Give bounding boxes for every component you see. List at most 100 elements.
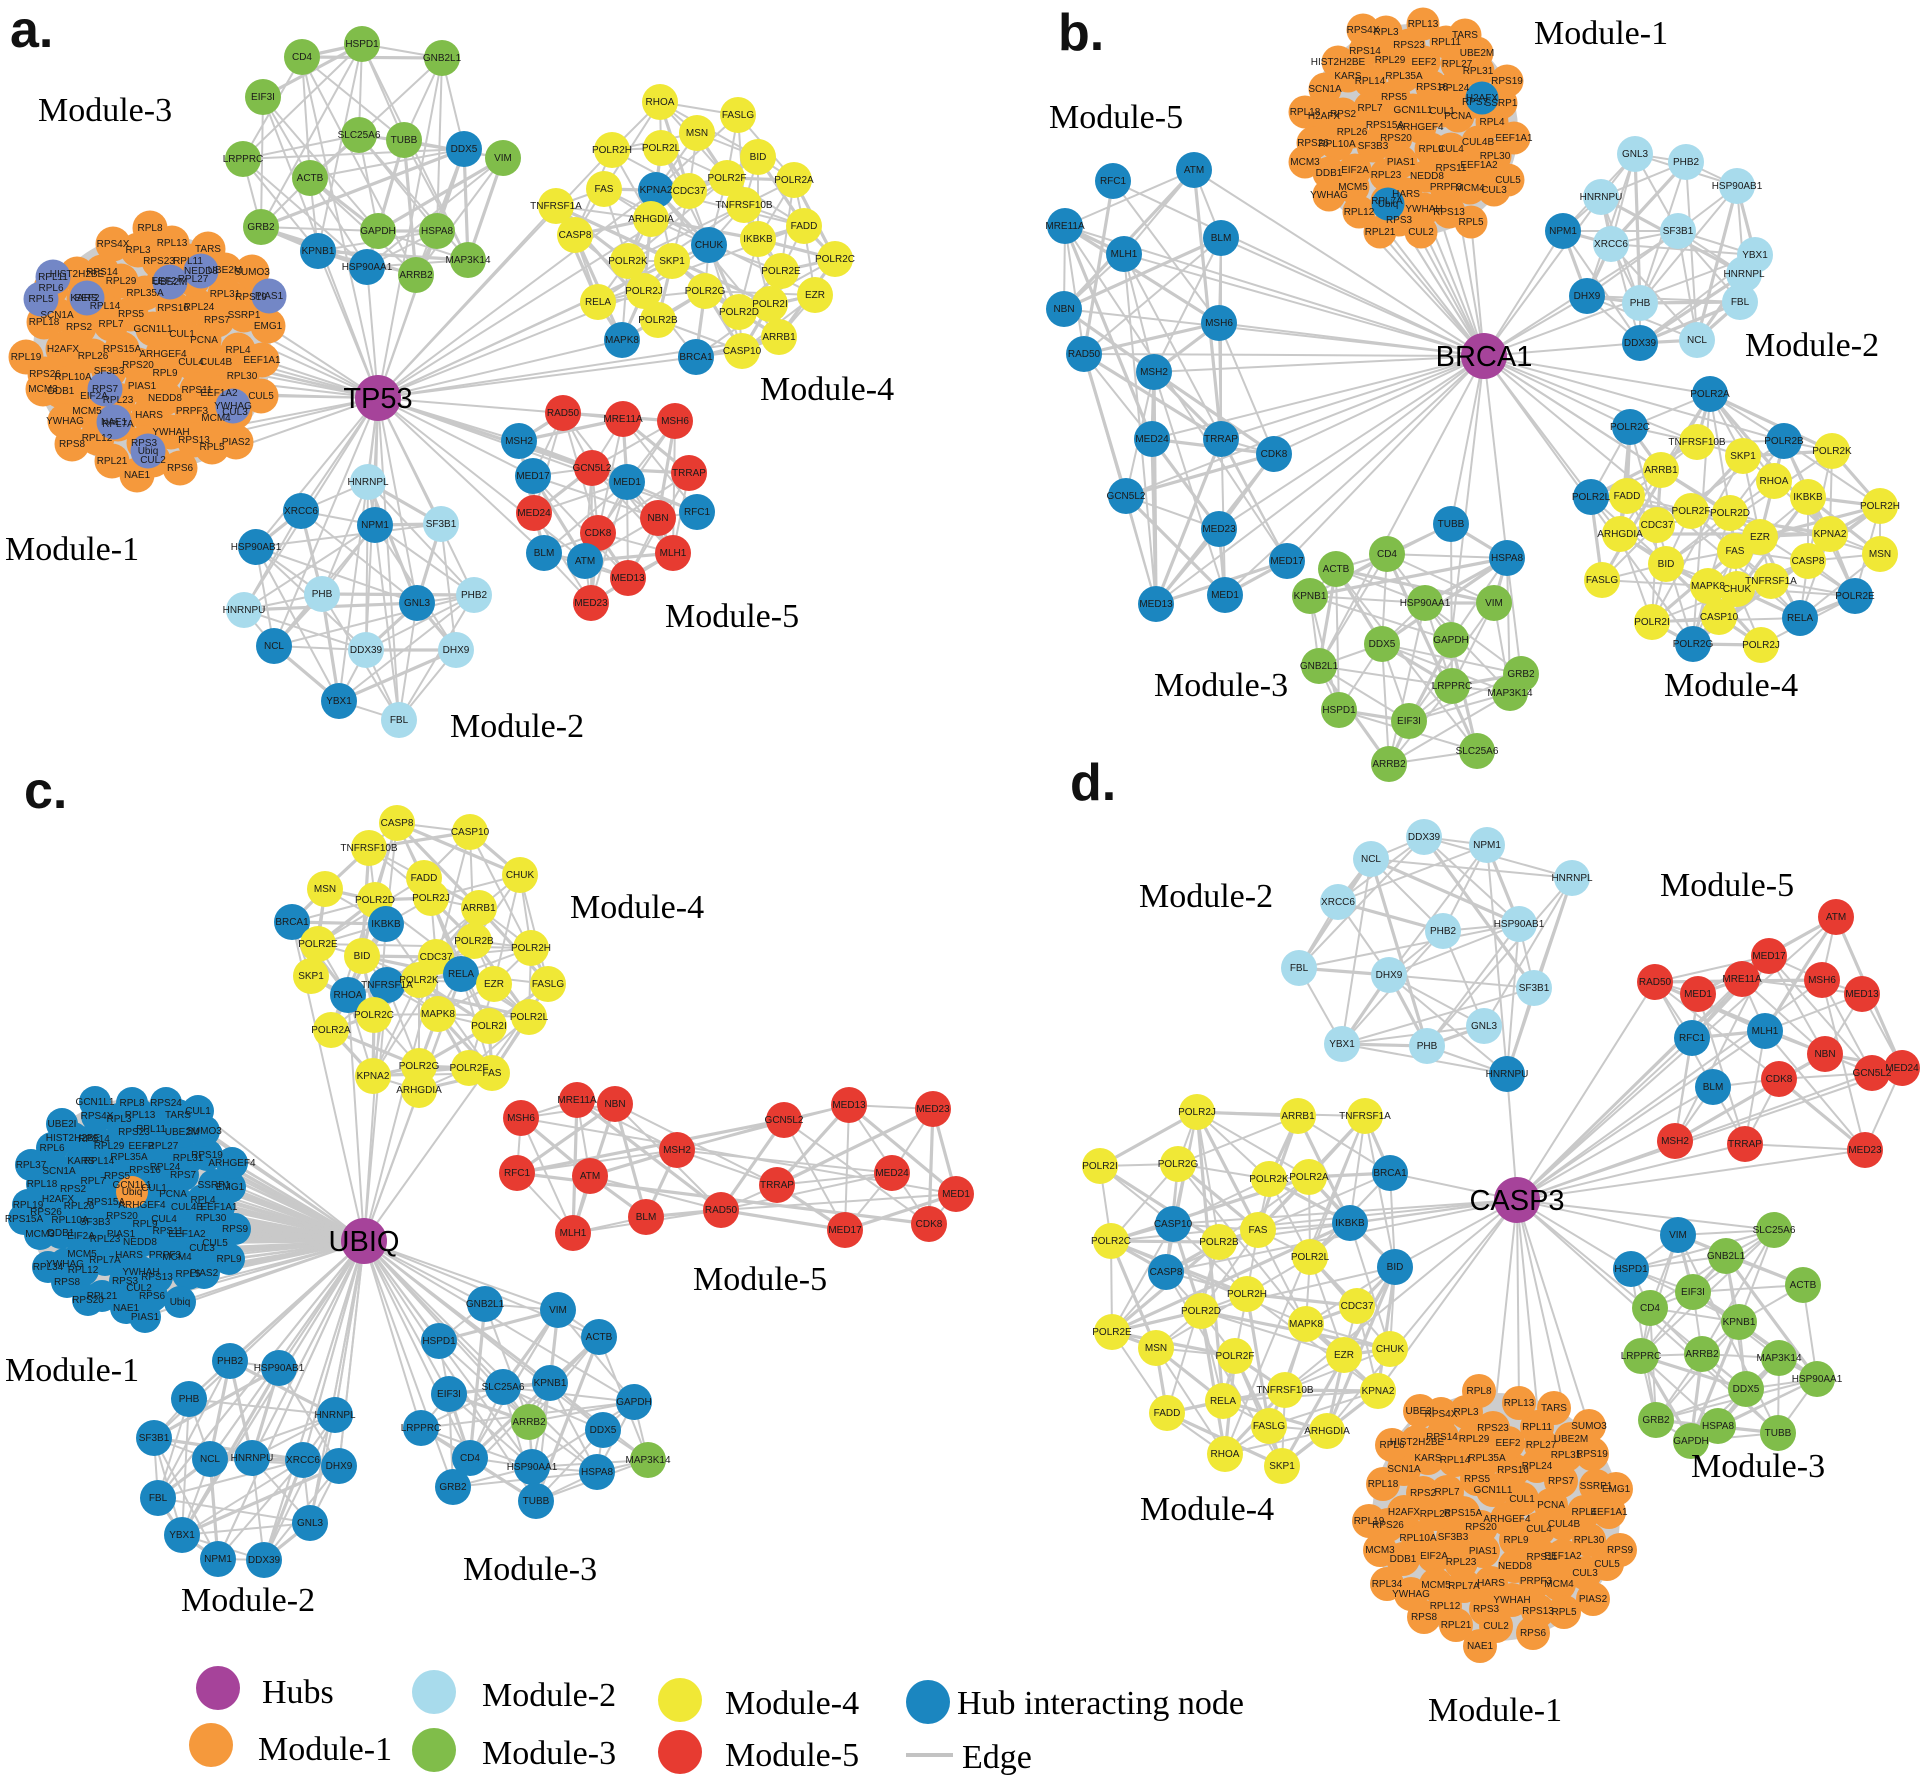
svg-text:POLR2E: POLR2E <box>1835 591 1875 602</box>
svg-text:POLR2I: POLR2I <box>471 1021 507 1032</box>
svg-text:DHX9: DHX9 <box>443 645 470 656</box>
svg-text:RPS16: RPS16 <box>129 1165 161 1176</box>
svg-text:RPS3: RPS3 <box>131 438 158 449</box>
svg-text:HSPD1: HSPD1 <box>345 39 379 50</box>
svg-text:PHB: PHB <box>312 589 333 600</box>
svg-text:YWHAG: YWHAG <box>46 416 84 427</box>
svg-text:EEF1A1: EEF1A1 <box>1590 1507 1628 1518</box>
svg-text:POLR2H: POLR2H <box>1860 501 1900 512</box>
svg-text:MSN: MSN <box>1145 1343 1167 1354</box>
svg-text:RPL23: RPL23 <box>90 1234 121 1245</box>
svg-text:NCL: NCL <box>1687 335 1707 346</box>
svg-text:EEF2: EEF2 <box>1411 57 1436 68</box>
svg-text:Ubiq: Ubiq <box>122 1187 143 1198</box>
svg-text:NEDD8: NEDD8 <box>1498 1561 1532 1572</box>
svg-text:RELA: RELA <box>448 969 474 980</box>
svg-text:CUL4: CUL4 <box>151 1214 177 1225</box>
svg-text:POLR2E: POLR2E <box>761 266 801 277</box>
svg-text:DDX5: DDX5 <box>590 1425 617 1436</box>
svg-text:MCM4: MCM4 <box>1544 1579 1574 1590</box>
svg-text:CDK8: CDK8 <box>1261 449 1288 460</box>
svg-text:TRRAP: TRRAP <box>760 1180 794 1191</box>
svg-text:POLR2K: POLR2K <box>399 975 439 986</box>
svg-text:HSPA8: HSPA8 <box>1702 1421 1734 1432</box>
svg-text:SF3B3: SF3B3 <box>1438 1532 1469 1543</box>
svg-text:RPL37: RPL37 <box>16 1160 47 1171</box>
svg-text:SLC25A6: SLC25A6 <box>338 130 381 141</box>
svg-text:LRPPRC: LRPPRC <box>1432 681 1473 692</box>
svg-text:RPL12: RPL12 <box>1430 1601 1461 1612</box>
svg-text:MED24: MED24 <box>1135 434 1169 445</box>
svg-text:XRCC6: XRCC6 <box>286 1455 320 1466</box>
svg-text:CASP10: CASP10 <box>1154 1219 1193 1230</box>
svg-text:RPL23: RPL23 <box>1446 1557 1477 1568</box>
svg-text:IKBKB: IKBKB <box>1793 492 1823 503</box>
svg-text:UBE2I: UBE2I <box>1406 1406 1435 1417</box>
svg-text:RPL30: RPL30 <box>196 1213 227 1224</box>
svg-text:GAPDH: GAPDH <box>1433 635 1469 646</box>
svg-text:RPL19: RPL19 <box>11 352 42 363</box>
svg-text:CDC37: CDC37 <box>673 186 706 197</box>
svg-text:RHOA: RHOA <box>1760 476 1789 487</box>
svg-text:RPS23: RPS23 <box>1477 1423 1509 1434</box>
svg-text:TARS: TARS <box>165 1110 191 1121</box>
svg-text:RPS2: RPS2 <box>1410 1488 1437 1499</box>
svg-text:RPL13: RPL13 <box>1408 19 1439 30</box>
svg-text:RPS13: RPS13 <box>1433 207 1465 218</box>
svg-text:CDC37: CDC37 <box>1341 1301 1374 1312</box>
svg-text:RPS19: RPS19 <box>1576 1449 1608 1460</box>
svg-text:SF3B1: SF3B1 <box>1663 226 1694 237</box>
svg-text:Module-3: Module-3 <box>38 92 172 129</box>
svg-text:TARS: TARS <box>1541 1403 1567 1414</box>
svg-text:POLR2L: POLR2L <box>510 1012 549 1023</box>
svg-text:RPL7A: RPL7A <box>102 419 134 430</box>
svg-text:Module-4: Module-4 <box>1664 667 1798 704</box>
svg-text:RPL14: RPL14 <box>1440 1455 1471 1466</box>
svg-text:PIAS1: PIAS1 <box>1469 1546 1498 1557</box>
svg-text:RPS4X: RPS4X <box>1425 1409 1458 1420</box>
svg-text:RPL18: RPL18 <box>1368 1479 1399 1490</box>
svg-text:RPL29: RPL29 <box>1459 1434 1490 1445</box>
svg-text:IKBKB: IKBKB <box>743 234 773 245</box>
svg-text:RPL9: RPL9 <box>1503 1535 1528 1546</box>
svg-text:POLR2B: POLR2B <box>454 936 494 947</box>
svg-text:UBE2M: UBE2M <box>153 277 187 288</box>
svg-text:MED13: MED13 <box>1845 989 1879 1000</box>
svg-text:EEF1A2: EEF1A2 <box>168 1229 206 1240</box>
svg-text:RPL11: RPL11 <box>1431 37 1461 48</box>
svg-text:POLR2C: POLR2C <box>1610 422 1650 433</box>
svg-text:MAPK8: MAPK8 <box>421 1009 455 1020</box>
svg-text:RPS8: RPS8 <box>54 1277 81 1288</box>
svg-text:HSP90AB1: HSP90AB1 <box>1712 181 1763 192</box>
svg-text:SSRP1: SSRP1 <box>198 1180 231 1191</box>
svg-text:DDX5: DDX5 <box>1369 639 1396 650</box>
svg-text:RPL7A: RPL7A <box>1371 196 1403 207</box>
svg-text:RPS8: RPS8 <box>59 439 86 450</box>
svg-text:HNRNPU: HNRNPU <box>223 605 266 616</box>
svg-text:HSPD1: HSPD1 <box>422 1336 456 1347</box>
svg-text:YBX1: YBX1 <box>326 696 352 707</box>
svg-text:HNRNPL: HNRNPL <box>347 477 389 488</box>
svg-text:RPS4X: RPS4X <box>81 1111 114 1122</box>
svg-text:TUBB: TUBB <box>391 135 418 146</box>
svg-text:MSH2: MSH2 <box>663 1145 691 1156</box>
svg-text:ARHGDIA: ARHGDIA <box>628 214 674 225</box>
svg-text:YWHAG: YWHAG <box>214 401 252 412</box>
svg-text:RPL5: RPL5 <box>28 294 53 305</box>
svg-text:RPS24: RPS24 <box>150 1098 182 1109</box>
svg-text:RELA: RELA <box>585 297 611 308</box>
svg-text:ARHGDIA: ARHGDIA <box>1304 1426 1350 1437</box>
svg-text:H2AFX: H2AFX <box>1308 111 1341 122</box>
svg-text:BRCA1: BRCA1 <box>1373 1168 1407 1179</box>
svg-text:SF3B1: SF3B1 <box>1519 983 1550 994</box>
svg-text:ARHGEF4: ARHGEF4 <box>208 1158 256 1169</box>
svg-text:RPS4X: RPS4X <box>97 239 130 250</box>
svg-text:EEF2: EEF2 <box>1495 1438 1520 1449</box>
svg-text:CUL4: CUL4 <box>178 357 204 368</box>
svg-text:RPL4: RPL4 <box>190 1195 215 1206</box>
svg-text:RPS5: RPS5 <box>104 1171 131 1182</box>
svg-text:Module-2: Module-2 <box>482 1677 616 1714</box>
svg-text:RPL29: RPL29 <box>94 1141 125 1152</box>
svg-text:ACTB: ACTB <box>1323 564 1350 575</box>
svg-text:FAS: FAS <box>595 184 614 195</box>
